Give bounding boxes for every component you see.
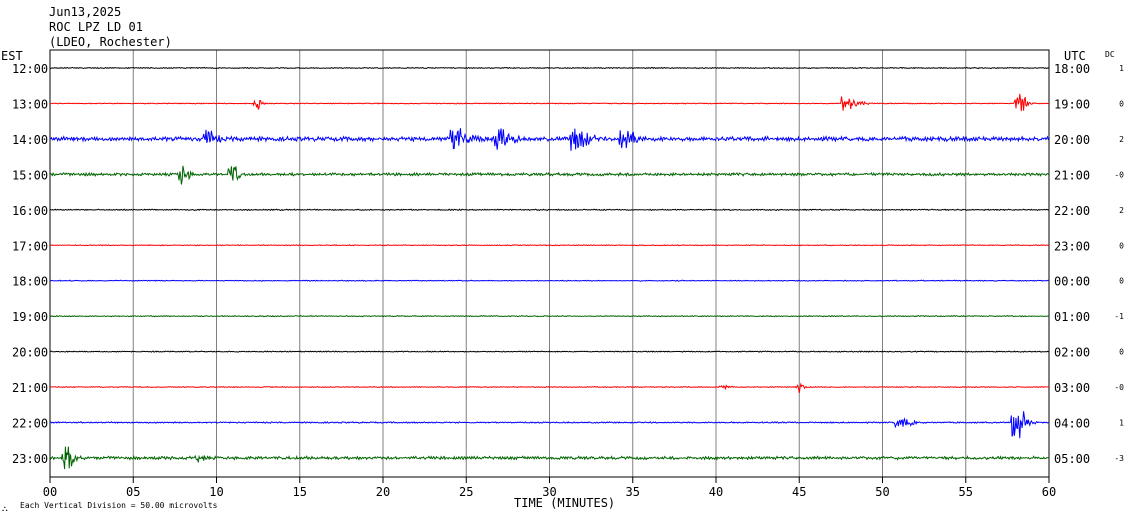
x-tick-label: 15 bbox=[293, 485, 307, 499]
x-tick-label: 40 bbox=[709, 485, 723, 499]
x-axis-ticks: 00 05 10 15 20 25 30 35 40 45 50 55 60 bbox=[43, 477, 1056, 499]
seismic-trace-1400 bbox=[49, 128, 1050, 151]
logo-mark: ⛬ bbox=[2, 504, 8, 513]
est-hour-label: 15:00 bbox=[12, 168, 48, 182]
network-label: (LDEO, Rochester) bbox=[49, 35, 172, 49]
x-tick-label: 45 bbox=[792, 485, 806, 499]
x-tick-label: 20 bbox=[376, 485, 390, 499]
dc-offset-value: 1 bbox=[1119, 419, 1124, 428]
dc-offset-value: 1 bbox=[1119, 64, 1124, 73]
seismic-trace-1700 bbox=[49, 244, 1050, 247]
est-hour-label: 12:00 bbox=[12, 62, 48, 76]
station-label: ROC LPZ LD 01 bbox=[49, 20, 143, 34]
est-hour-label: 23:00 bbox=[12, 452, 48, 466]
seismic-trace-1800 bbox=[50, 279, 1050, 282]
utc-hour-label: 21:00 bbox=[1054, 168, 1090, 182]
dc-offset-value: 0 bbox=[1119, 277, 1124, 286]
x-tick-label: 60 bbox=[1042, 485, 1056, 499]
x-tick-label: 50 bbox=[875, 485, 889, 499]
utc-hour-label: 20:00 bbox=[1054, 133, 1090, 147]
est-hour-label: 20:00 bbox=[12, 346, 48, 360]
utc-hour-label: 18:00 bbox=[1054, 62, 1090, 76]
seismic-trace-2000 bbox=[49, 350, 1050, 353]
utc-hour-label: 03:00 bbox=[1054, 381, 1090, 395]
est-hour-label: 17:00 bbox=[12, 239, 48, 253]
dc-offset-value: -1 bbox=[1114, 312, 1124, 321]
est-hour-label: 14:00 bbox=[12, 133, 48, 147]
seismic-trace-2300 bbox=[49, 446, 1050, 470]
seismic-trace-1200 bbox=[49, 66, 1050, 70]
dc-offset-value: -3 bbox=[1114, 454, 1124, 463]
x-tick-label: 35 bbox=[626, 485, 640, 499]
x-tick-label: 00 bbox=[43, 485, 57, 499]
utc-hour-label: 22:00 bbox=[1054, 204, 1090, 218]
est-hour-label: 18:00 bbox=[12, 275, 48, 289]
est-hour-label: 13:00 bbox=[12, 97, 48, 111]
dc-column-label: DC bbox=[1105, 50, 1115, 59]
utc-hour-label: 04:00 bbox=[1054, 417, 1090, 431]
utc-hour-label: 01:00 bbox=[1054, 310, 1090, 324]
row-labels: 12:00 18:00 113:00 19:00 014:00 20:00 215:00 21… bbox=[12, 62, 1124, 466]
utc-hour-label: 05:00 bbox=[1054, 452, 1090, 466]
x-tick-label: 55 bbox=[959, 485, 973, 499]
est-hour-label: 19:00 bbox=[12, 310, 48, 324]
x-tick-label: 05 bbox=[126, 485, 140, 499]
seismic-trace-1600 bbox=[49, 208, 1050, 212]
dc-offset-value: 2 bbox=[1119, 135, 1124, 144]
seismic-trace-1500 bbox=[49, 165, 1050, 185]
utc-axis-label: UTC bbox=[1064, 49, 1086, 63]
dc-offset-value: -0 bbox=[1114, 383, 1124, 392]
seismic-trace-1900 bbox=[49, 314, 1050, 318]
est-axis-label: EST bbox=[1, 49, 23, 63]
dc-offset-value: 2 bbox=[1119, 206, 1124, 215]
trace-group bbox=[49, 66, 1050, 470]
utc-hour-label: 23:00 bbox=[1054, 239, 1090, 253]
est-hour-label: 21:00 bbox=[12, 381, 48, 395]
dc-offset-value: 0 bbox=[1119, 241, 1124, 250]
dc-offset-value: 0 bbox=[1119, 99, 1124, 108]
dc-offset-value: -0 bbox=[1114, 170, 1124, 179]
dc-offset-value: 0 bbox=[1119, 348, 1124, 357]
seismic-trace-1300 bbox=[50, 93, 1050, 112]
x-axis-label: TIME (MINUTES) bbox=[514, 496, 615, 510]
grid-lines bbox=[132, 50, 967, 477]
est-hour-label: 16:00 bbox=[12, 204, 48, 218]
x-tick-label: 25 bbox=[459, 485, 473, 499]
est-hour-label: 22:00 bbox=[12, 417, 48, 431]
utc-hour-label: 19:00 bbox=[1054, 97, 1090, 111]
utc-hour-label: 00:00 bbox=[1054, 275, 1090, 289]
seismic-trace-2100 bbox=[49, 382, 1050, 393]
date-label: Jun13,2025 bbox=[49, 5, 121, 19]
x-tick-label: 10 bbox=[209, 485, 223, 499]
x-tick-label: 30 bbox=[542, 485, 556, 499]
utc-hour-label: 02:00 bbox=[1054, 346, 1090, 360]
seismic-trace-2200 bbox=[49, 411, 1050, 439]
scale-note: Each Vertical Division = 50.00 microvolt… bbox=[20, 501, 218, 510]
